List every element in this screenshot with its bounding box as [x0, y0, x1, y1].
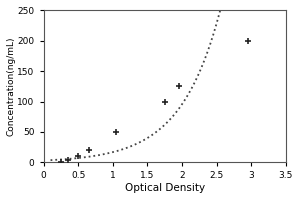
- Y-axis label: Concentration(ng/mL): Concentration(ng/mL): [7, 37, 16, 136]
- X-axis label: Optical Density: Optical Density: [125, 183, 205, 193]
